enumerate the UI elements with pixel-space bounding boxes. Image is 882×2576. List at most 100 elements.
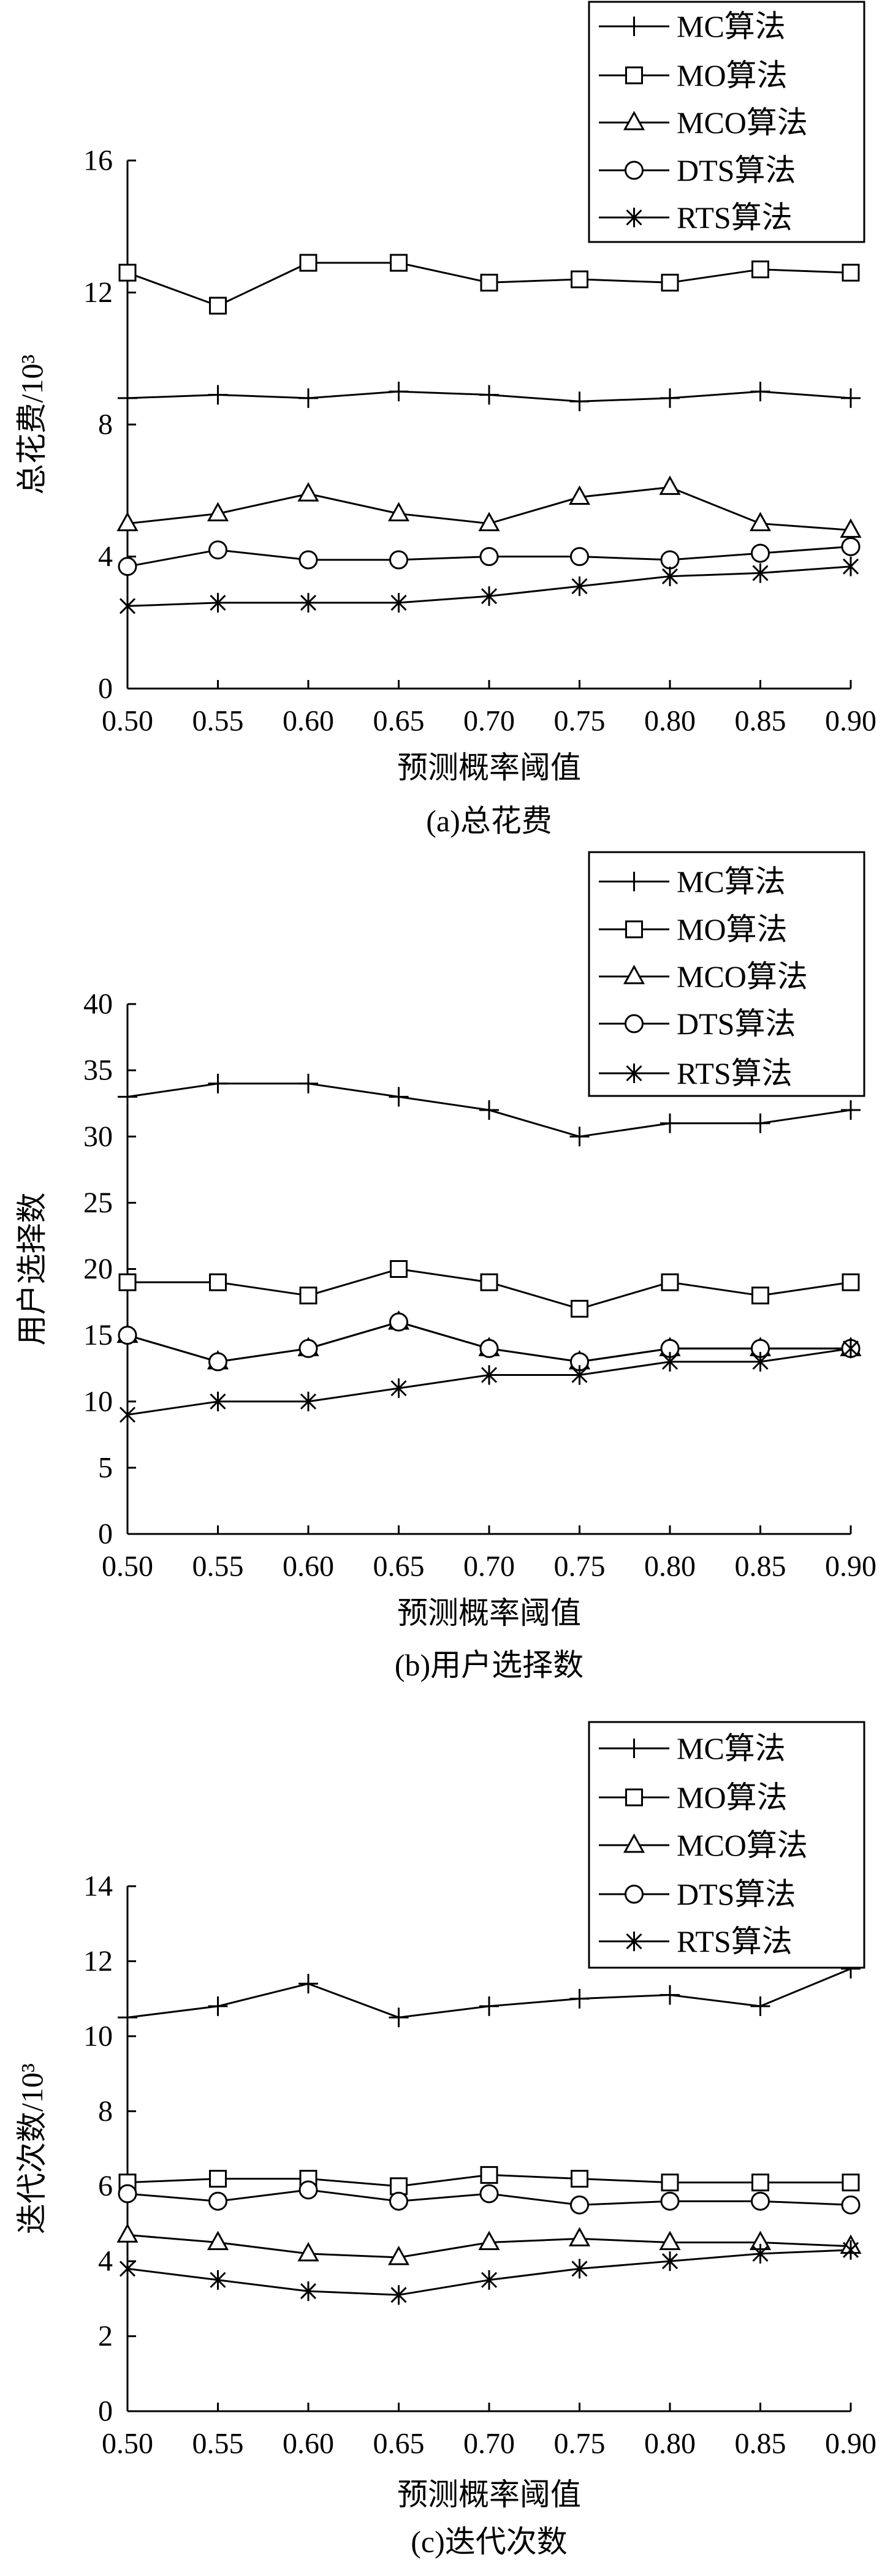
y-tick-label: 0 <box>98 673 113 705</box>
mc-data-point <box>389 2008 409 2028</box>
dts-data-point <box>569 1352 590 1372</box>
rts-data-point <box>571 2259 588 2279</box>
rts-data-point <box>661 566 679 586</box>
rts-data-point <box>661 2251 679 2272</box>
chart-total-cost: 0 4 8 12 16 0.50 0.55 0.60 0.65 0.70 0.75 0.80 0.85 0… <box>15 1 876 838</box>
legend-item-mo: MO算法 <box>599 912 788 946</box>
mco-data-point <box>297 482 319 502</box>
mc-data-point <box>660 388 680 408</box>
dts-data-point <box>660 1339 680 1358</box>
y-tick-label: 40 <box>83 988 113 1021</box>
x-tick-label: 0.55 <box>192 2428 244 2460</box>
y-tick-label: 14 <box>83 1870 113 1903</box>
x-axis-title: 预测概率阈值 <box>397 1596 581 1630</box>
mco-data-point <box>207 2230 229 2251</box>
x-tick-label: 0.65 <box>373 2428 425 2460</box>
x-tick-label: 0.50 <box>102 705 153 738</box>
dts-data-point <box>569 547 590 566</box>
rts-data-point <box>752 1351 769 1372</box>
x-tick-label: 0.50 <box>102 2428 153 2460</box>
mc-data-point <box>389 1087 409 1107</box>
dts-data-point <box>479 547 499 566</box>
mc-data-point <box>841 1100 861 1120</box>
y-tick-label: 4 <box>98 540 113 573</box>
y-tick-label: 20 <box>83 1253 113 1285</box>
x-tick-label: 0.65 <box>373 705 425 738</box>
dts-data-point <box>298 1339 318 1358</box>
legend-square-icon <box>625 66 643 85</box>
y-tick-label: 16 <box>83 145 113 177</box>
legend-label: MO算法 <box>677 912 788 946</box>
rts-data-point <box>842 556 859 576</box>
legend-item-dts: DTS算法 <box>599 1877 796 1911</box>
mo-data-point <box>751 1286 769 1305</box>
legend-label: MC算法 <box>677 1731 786 1766</box>
legend-asterisk-icon <box>626 1932 642 1951</box>
y-axis-title: 迭代次数/10³ <box>15 2063 49 2234</box>
mc-data-point <box>298 388 318 408</box>
dts-data-point <box>479 2184 499 2204</box>
dts-data-point <box>479 1339 499 1358</box>
mc-data-point <box>569 1989 590 2009</box>
dts-data-point <box>118 2184 137 2204</box>
rts-data-point <box>300 1391 317 1411</box>
mo-data-point <box>751 260 769 279</box>
dts-data-point <box>841 537 861 556</box>
mo-data-point <box>209 1273 227 1291</box>
x-tick-label: 0.60 <box>283 2428 334 2460</box>
mo-data-point <box>299 254 317 272</box>
mo-data-point <box>842 263 860 282</box>
rts-data-point <box>481 1365 498 1385</box>
x-tick-label: 0.80 <box>644 2428 696 2460</box>
mco-data-point <box>568 2227 591 2246</box>
legend-label: RTS算法 <box>677 200 793 235</box>
rts-data-point <box>661 1351 679 1372</box>
rts-data-point <box>752 563 769 583</box>
legend-item-mc: MC算法 <box>599 1731 786 1766</box>
rts-data-point <box>119 1405 136 1425</box>
legend-item-rts: RTS算法 <box>599 1924 793 1958</box>
y-tick-label: 8 <box>98 409 113 441</box>
y-tick-label: 4 <box>98 2245 113 2278</box>
dts-data-point <box>389 2191 409 2211</box>
mc-data-point <box>750 1113 770 1133</box>
mo-data-point <box>118 263 137 282</box>
x-tick-label: 0.50 <box>102 1551 153 1583</box>
dts-data-point <box>750 543 770 563</box>
x-tick-label: 0.75 <box>554 2428 606 2460</box>
x-axis-title: 预测概率阈值 <box>397 750 581 785</box>
mco-data-point <box>478 512 500 532</box>
mo-data-point <box>480 273 498 292</box>
x-tick-label: 0.85 <box>735 1551 786 1583</box>
mc-data-point <box>660 1985 680 2005</box>
legend-square-icon <box>625 1788 643 1807</box>
mo-data-point <box>571 2169 588 2188</box>
legend-item-mco: MCO算法 <box>599 959 808 994</box>
legend-circle-icon <box>624 1884 644 1904</box>
mo-data-point <box>480 1273 498 1291</box>
chart-user-selections: 0 5 10 15 20 25 30 35 40 0.50 0.55 0.60 0.65 0.70 0.75… <box>15 851 876 1682</box>
rts-data-point <box>210 1391 226 1411</box>
mco-data-point <box>387 2245 410 2265</box>
mo-data-point <box>209 297 227 315</box>
mo-data-point <box>390 2177 408 2196</box>
x-tick-label: 0.85 <box>735 2428 786 2460</box>
rts-data-point <box>842 1339 859 1359</box>
dts-data-point <box>569 2195 590 2215</box>
mc-data-point <box>569 391 590 412</box>
dts-data-point <box>298 550 318 570</box>
y-tick-label: 0 <box>98 2395 113 2428</box>
chart-caption: (b)用户选择数 <box>395 1648 584 1682</box>
y-tick-label: 15 <box>83 1319 113 1351</box>
y-tick-label: 10 <box>83 1385 113 1418</box>
mc-data-point <box>479 1996 499 2016</box>
rts-data-point <box>571 576 588 596</box>
mco-data-point <box>568 485 591 505</box>
y-tick-label: 25 <box>83 1187 113 1219</box>
mo-data-point <box>751 2174 769 2192</box>
rts-data-point <box>300 2281 317 2302</box>
mc-data-point <box>479 1100 499 1120</box>
legend-item-mco: MCO算法 <box>599 105 808 140</box>
legend-item-rts: RTS算法 <box>599 200 793 235</box>
